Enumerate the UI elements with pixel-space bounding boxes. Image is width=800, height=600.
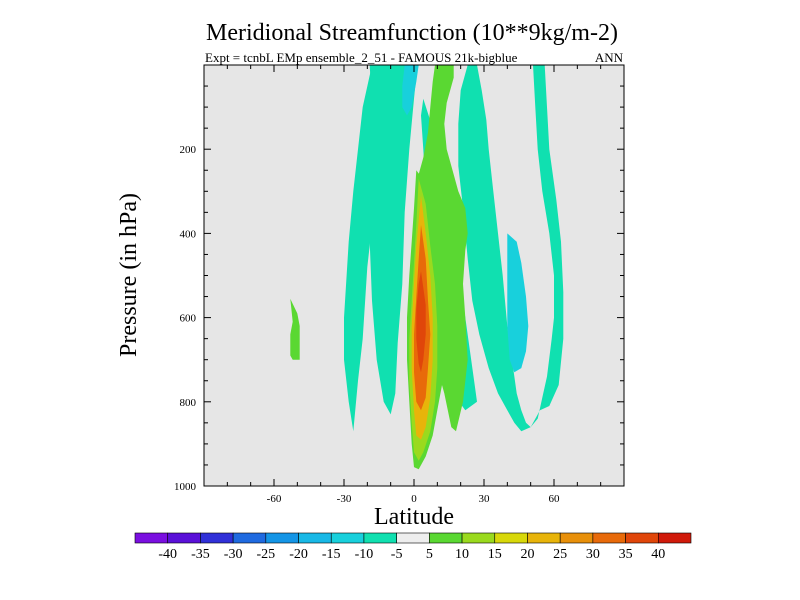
contour-green-small-diamond <box>449 317 463 360</box>
colorbar: -40 -35 -30 -25 -20 -15 -10 -5 5 10 15 20 25 30 35 40 <box>134 532 692 562</box>
colorbar-swatch <box>592 532 626 544</box>
colorbar-swatch <box>363 532 397 544</box>
contour-red-core <box>416 271 426 373</box>
colorbar-swatch <box>396 532 430 544</box>
colorbar-swatch <box>429 532 463 544</box>
y-tick-label: 400 <box>180 228 197 240</box>
colorbar-swatch <box>527 532 561 544</box>
colorbar-swatch <box>461 532 496 544</box>
y-axis-label: Pressure (in hPa) <box>116 193 142 357</box>
colorbar-swatch <box>657 532 692 544</box>
contour-green-left-blob <box>290 298 300 360</box>
colorbar-label: 20 <box>520 547 534 562</box>
colorbar-swatch <box>559 532 594 544</box>
colorbar-label: 25 <box>553 547 567 562</box>
colorbar-swatch <box>625 532 659 544</box>
colorbar-label: 15 <box>488 547 502 562</box>
colorbar-swatch <box>330 532 365 544</box>
chart-subtitle-right: ANN <box>595 50 624 65</box>
colorbar-label: 40 <box>651 547 665 562</box>
contour-cyan-right <box>458 65 564 432</box>
colorbar-label: -40 <box>158 547 177 562</box>
colorbar-label: 35 <box>619 547 633 562</box>
axes: -60 -30 0 30 60 200 400 600 800 1000 <box>174 64 625 505</box>
chart-subtitle-left: Expt = tcnbL EMp ensemble_2_51 - FAMOUS … <box>205 50 518 65</box>
colorbar-label: 5 <box>426 547 433 562</box>
contour-cyan-center-tall <box>369 65 417 415</box>
colorbar-label: -25 <box>256 547 275 562</box>
colorbar-label: 30 <box>586 547 600 562</box>
contour-blue-right <box>507 233 529 373</box>
y-tick-label: 200 <box>180 144 197 156</box>
colorbar-label: 10 <box>455 547 469 562</box>
colorbar-swatch <box>232 532 267 544</box>
y-tick-label: 1000 <box>174 481 197 493</box>
y-tick-label: 600 <box>180 313 197 325</box>
plot-area <box>204 65 624 486</box>
colorbar-label: -5 <box>391 547 403 562</box>
colorbar-swatch <box>134 532 169 544</box>
x-tick-label: 0 <box>411 493 417 505</box>
colorbar-label: -15 <box>322 547 341 562</box>
x-tick-label: -60 <box>267 493 282 505</box>
x-tick-label: -30 <box>337 493 352 505</box>
colorbar-label: -20 <box>289 547 308 562</box>
colorbar-swatch <box>298 532 332 544</box>
chart-title: Meridional Streamfunction (10**9kg/m-2) <box>206 20 618 46</box>
colorbar-swatch <box>200 532 234 544</box>
colorbar-label: -35 <box>191 547 210 562</box>
y-tick-label: 800 <box>180 397 197 409</box>
colorbar-label: -10 <box>355 547 374 562</box>
x-tick-label: 60 <box>549 493 561 505</box>
colorbar-swatch <box>494 532 528 544</box>
contour-blue-spike <box>402 65 419 116</box>
x-tick-label: 30 <box>479 493 491 505</box>
colorbar-swatch <box>167 532 201 544</box>
x-axis-label: Latitude <box>374 504 454 530</box>
contour-fills <box>290 65 564 470</box>
colorbar-label: -30 <box>224 547 243 562</box>
colorbar-swatch <box>265 532 299 544</box>
